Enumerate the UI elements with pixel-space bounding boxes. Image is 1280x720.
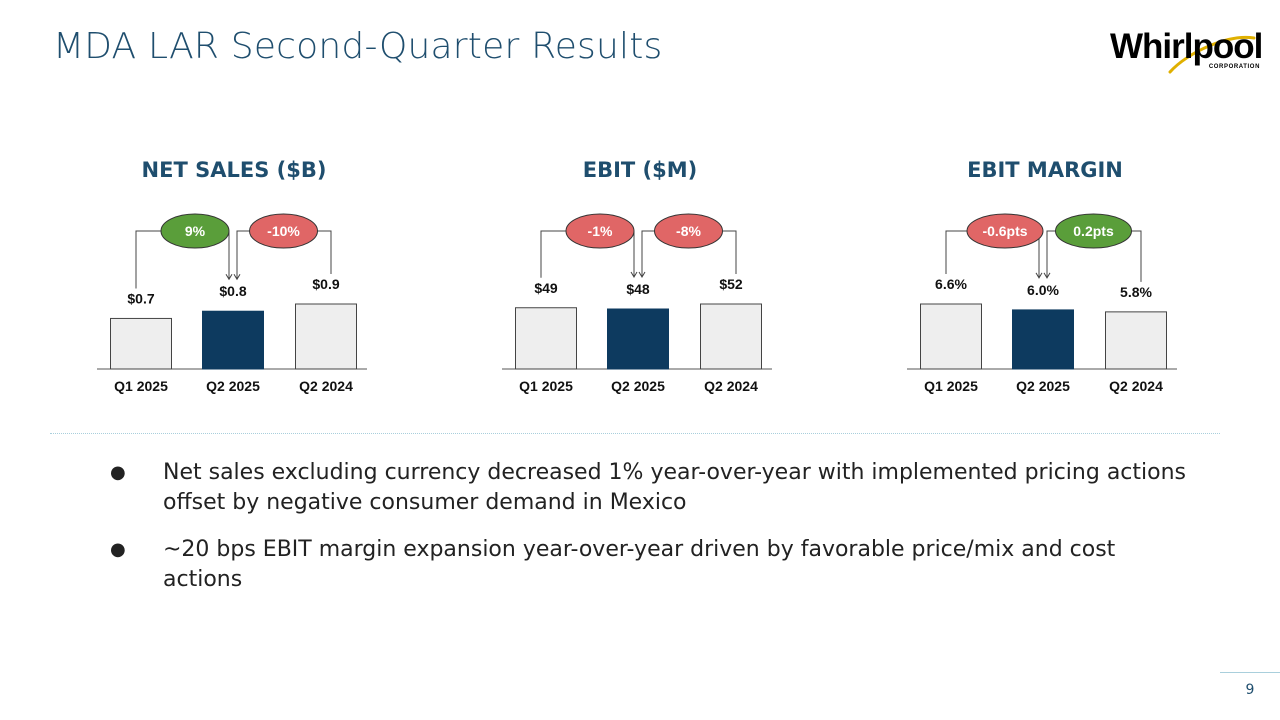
logo-wordmark: Whirlpool [1110,27,1263,66]
bullet-text: ~20 bps EBIT margin expansion year-over-… [163,537,1116,592]
change-badge [1055,213,1132,249]
page-number: 9 [1245,682,1255,698]
change-badge-label: -10% [267,223,300,239]
ebit-margin-chart: 6.6% Q1 2025 6.0% Q2 2025 5.8% Q2 2024 -0.6pts… [907,213,1177,394]
data-label: $0.7 [127,290,154,306]
connector-line [313,230,332,274]
change-badge [160,213,230,249]
change-badge [565,213,635,249]
connector-arrowhead [1043,272,1051,279]
data-label: 6.6% [935,276,967,292]
connector-arrowhead [225,273,233,281]
bullet-dot-icon: ● [110,462,126,483]
category-label: Q2 2024 [1109,378,1163,394]
data-label: 6.0% [1027,282,1059,298]
bullet-item: ● ~20 bps EBIT margin expansion year-ove… [110,535,1190,595]
connector-arrowhead [233,273,241,281]
chart-title-ebit: EBIT ($M) [582,158,698,182]
bar [1105,311,1167,370]
connector-line [718,230,737,274]
data-label: $0.8 [219,283,246,299]
category-label: Q2 2025 [611,378,665,394]
change-badge-label: -8% [676,223,701,239]
net-sales-chart: $0.7 Q1 2025 $0.8 Q2 2025 $0.9 Q2 2024 9% -10% [97,213,367,394]
bar [1012,309,1074,370]
whirlpool-logo: Whirlpool CORPORATION [1108,26,1263,74]
chart-title-ebit-margin: EBIT MARGIN [967,158,1123,182]
bullet-list: ● Net sales excluding currency decreased… [110,458,1190,612]
bar [700,303,762,370]
connector-line [236,230,254,280]
connector-arrowhead [1035,272,1043,279]
connector-arrowhead [638,271,646,278]
bar [920,303,982,370]
bar [202,310,264,370]
bar [607,308,669,370]
change-badge [249,213,318,249]
category-label: Q2 2024 [299,378,353,394]
logo-swoosh-icon [1168,35,1256,74]
chart-title-net-sales: NET SALES ($B) [141,158,327,182]
category-label: Q2 2025 [206,378,260,394]
change-badge-label: 9% [185,223,206,239]
bullet-item: ● Net sales excluding currency decreased… [110,458,1190,518]
change-badge [654,213,723,249]
category-label: Q1 2025 [114,378,168,394]
connector-line [135,230,165,289]
bar [295,303,357,370]
change-badge [966,213,1044,249]
section-divider [50,433,1220,434]
bullet-text: Net sales excluding currency decreased 1… [163,460,1186,515]
connector-line [945,230,975,274]
category-label: Q1 2025 [924,378,978,394]
category-label: Q2 2024 [704,378,758,394]
data-label: $0.9 [312,276,339,292]
connector-line [641,230,659,277]
bar [515,307,577,370]
category-label: Q1 2025 [519,378,573,394]
slide-title: MDA LAR Second-Quarter Results [53,26,663,67]
ebit-chart: $49 Q1 2025 $48 Q2 2025 $52 Q2 2024 -1% -8% [502,213,772,394]
connector-line [540,230,570,278]
change-badge-label: -1% [588,223,613,239]
data-label: $52 [719,276,743,292]
data-label: 5.8% [1120,284,1152,300]
change-badge-label: -0.6pts [982,223,1027,239]
data-label: $49 [534,280,558,296]
logo-subtitle: CORPORATION [1208,64,1260,70]
bullet-dot-icon: ● [110,539,126,560]
connector-arrowhead [630,271,638,278]
change-badge-label: 0.2pts [1073,223,1114,239]
page-number-rule [1220,672,1280,673]
bar [110,317,172,370]
data-label: $48 [626,281,650,297]
category-label: Q2 2025 [1016,378,1070,394]
